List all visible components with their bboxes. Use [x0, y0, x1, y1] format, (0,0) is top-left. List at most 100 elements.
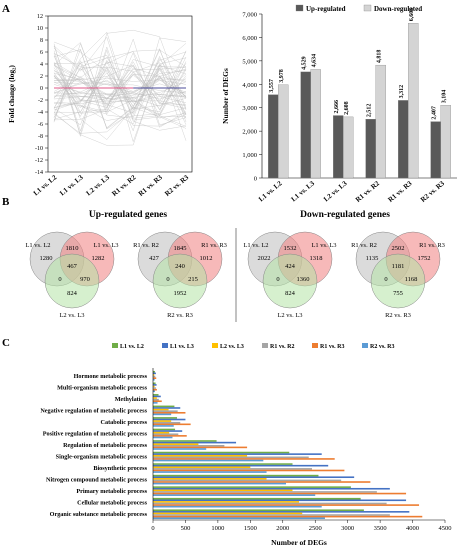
- go-process-chart: L1 vs. L2 L1 vs. L3 L2 vs. L3 R1 vs. R2 R1 v…: [40, 343, 452, 547]
- profile-line: [53, 56, 187, 116]
- profile-line: [53, 79, 187, 99]
- hbar: [153, 458, 335, 460]
- venn-value-bc: 1360: [297, 276, 310, 283]
- profile-line: [53, 37, 187, 132]
- x-tick-label: 500: [181, 525, 191, 532]
- profile-line: [53, 65, 187, 107]
- venn-value-b: 1012: [200, 255, 213, 262]
- fold-change-chart: 12 10 8 6 4 2 0 -2 -4 -6 -8 -10 -12 -14 Fold change (l…: [7, 14, 193, 198]
- category-label: Methylation: [115, 396, 148, 403]
- y-tick-label: 5,000: [242, 58, 257, 65]
- hbar: [153, 436, 173, 439]
- bar-value-label: 2,666: [334, 100, 340, 114]
- venn-value-a: 1280: [40, 255, 53, 262]
- venn-value-ab: 2502: [392, 245, 405, 252]
- hbar: [153, 385, 155, 388]
- venn-label-b: L1 vs. L3: [311, 242, 336, 249]
- x-tick-label: 2000: [276, 525, 289, 532]
- venn-diagrams: Up-regulated genes Down-regulated genes …: [25, 210, 445, 322]
- legend-swatch: [212, 343, 218, 348]
- bar-down: [375, 64, 386, 179]
- hbar: [153, 505, 322, 508]
- category-label: Primary metabolic process: [76, 488, 147, 495]
- venn-value-c: 824: [67, 290, 78, 297]
- profile-line: [53, 45, 187, 140]
- hbar: [153, 501, 299, 503]
- profile-line: [53, 45, 187, 71]
- y-tick-label: 12: [37, 14, 43, 20]
- y-tick-label: 4,000: [242, 82, 257, 89]
- venn-value-a: 1135: [366, 255, 379, 262]
- x-category-label: L1 vs. L3: [290, 179, 317, 203]
- bar-value-label: 4,634: [312, 54, 318, 68]
- x-category-label: L2 vs. L3: [85, 173, 112, 197]
- hbar: [153, 482, 287, 485]
- hbar: [153, 431, 170, 434]
- hbar: [153, 456, 309, 459]
- hbar: [153, 402, 158, 404]
- hbar: [153, 423, 191, 426]
- x-category-label: L1 vs. L2: [32, 173, 59, 197]
- hbar: [153, 418, 186, 421]
- hbar: [153, 410, 178, 412]
- y-tick-label: -12: [35, 158, 43, 164]
- hbar: [153, 430, 183, 432]
- venn-value-c: 755: [393, 290, 403, 297]
- legend-label: Down-regulated: [374, 5, 422, 13]
- hbar: [153, 486, 351, 488]
- venn-label-a: R1 vs. R2: [133, 242, 159, 249]
- hbar: [153, 378, 155, 381]
- bar-value-label: 4,818: [377, 50, 383, 64]
- category-label: Cellular metabolic process: [77, 500, 147, 507]
- venn-diagram: L1 vs. L2 L1 vs. L3 L2 vs. L3 1280 1810 1282 4…: [25, 231, 119, 319]
- venn-label-c: L2 vs. L3: [277, 312, 302, 319]
- venn-title-up: Up-regulated genes: [89, 210, 167, 220]
- hbar: [153, 445, 225, 447]
- plot-frame: [47, 15, 193, 173]
- hbar: [153, 428, 176, 431]
- x-tick-label: 0: [151, 525, 154, 532]
- profile-line: [53, 51, 187, 103]
- profile-line: [53, 78, 187, 100]
- y-tick-label: 2,000: [242, 129, 257, 136]
- hbar: [153, 515, 423, 518]
- bar-up: [398, 100, 409, 179]
- venn-diagram: L1 vs. L2 L1 vs. L3 L2 vs. L3 2022 1532 1318 4…: [243, 231, 337, 319]
- category-label: Biosynthetic process: [93, 465, 147, 472]
- bar-down: [278, 84, 289, 179]
- bar-value-label: 3,557: [269, 79, 275, 93]
- hbar: [153, 405, 175, 408]
- venn-circle-c: [262, 253, 318, 309]
- hbar: [153, 459, 264, 462]
- hbar: [153, 370, 155, 373]
- hbar: [153, 476, 355, 479]
- profile-line: [53, 70, 187, 97]
- hbar: [153, 408, 169, 411]
- bar-value-label: 6,603: [409, 8, 415, 22]
- hbar: [153, 398, 159, 401]
- hbar: [153, 474, 319, 477]
- y-tick-label: 7,000: [242, 12, 257, 19]
- category-label: Regulation of metabolic process: [63, 442, 148, 449]
- category-label: Negative regulation of metabolic process: [40, 407, 147, 414]
- venn-value-b: 1752: [418, 255, 431, 262]
- hbar: [153, 374, 155, 376]
- venn-label-c: L2 vs. L3: [59, 312, 84, 319]
- x-tick-label: 4500: [439, 525, 452, 532]
- hbar: [153, 494, 316, 496]
- hbar: [153, 413, 172, 416]
- profile-line: [53, 46, 187, 132]
- venn-value-ac: 0: [166, 276, 169, 283]
- profile-line: [53, 43, 187, 146]
- profile-line: [53, 63, 187, 109]
- profile-line: [53, 51, 187, 134]
- legend-swatch: [362, 343, 368, 348]
- venn-value-c: 1952: [174, 290, 187, 297]
- x-category-label: L2 vs. L3: [322, 179, 349, 203]
- x-axis-label: Number of DEGs: [271, 538, 327, 547]
- x-category-label: R1 vs. R3: [137, 173, 164, 198]
- profile-line: [53, 79, 187, 95]
- hbar: [153, 425, 174, 427]
- venn-value-ab: 1845: [174, 245, 187, 252]
- hbar: [153, 440, 217, 442]
